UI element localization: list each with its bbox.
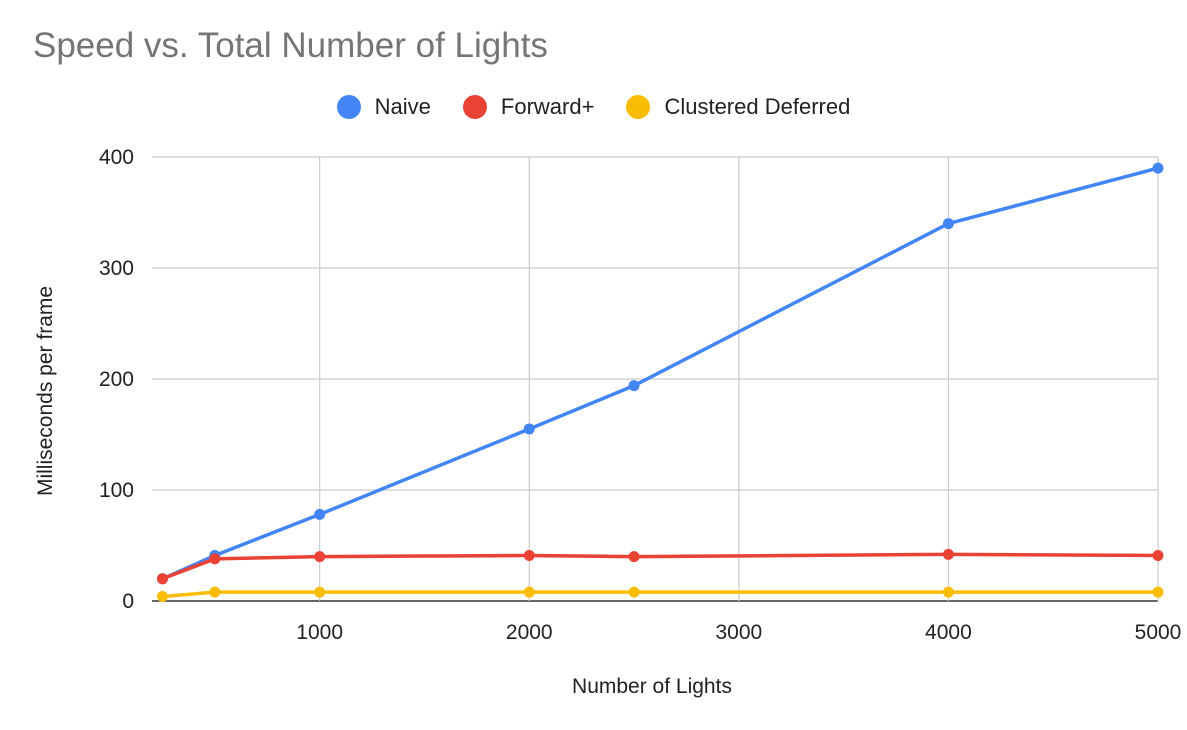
data-point-forward-plus[interactable] [628, 551, 640, 563]
data-point-clustered-deferred[interactable] [942, 586, 954, 598]
series-line-forward-plus [160, 552, 1160, 581]
series-line-naive [160, 166, 1160, 581]
legend-item-clustered-deferred[interactable]: Clustered Deferred [626, 92, 850, 122]
data-point-clustered-deferred[interactable] [314, 586, 326, 598]
x-tick-label: 4000 [925, 621, 972, 644]
data-point-naive[interactable] [314, 508, 326, 520]
x-tick-label: 1000 [296, 621, 343, 644]
x-tick-label: 3000 [715, 621, 762, 644]
y-tick-label: 100 [99, 479, 134, 502]
data-point-clustered-deferred[interactable] [523, 586, 535, 598]
data-point-forward-plus[interactable] [942, 548, 954, 560]
legend-label-clustered-deferred: Clustered Deferred [664, 94, 851, 119]
chart-title: Speed vs. Total Number of Lights [33, 26, 548, 65]
data-point-forward-plus[interactable] [314, 551, 326, 563]
legend-swatch-clustered-deferred [626, 95, 651, 119]
legend-item-naive[interactable]: Naive [336, 92, 431, 122]
data-point-naive[interactable] [942, 218, 954, 230]
data-point-naive[interactable] [1152, 162, 1164, 174]
tick-labels: 0 100 200 300 400 1000 2000 3000 4000 5000 [99, 146, 1181, 644]
gridlines [152, 156, 1159, 602]
y-tick-label: 0 [122, 590, 134, 613]
x-tick-label: 2000 [506, 621, 553, 644]
series-lines [156, 162, 1164, 603]
data-point-forward-plus[interactable] [209, 553, 221, 565]
legend-swatch-naive [336, 95, 361, 119]
legend: Naive Forward+ Clustered Deferred [0, 92, 1187, 122]
data-point-forward-plus[interactable] [1152, 549, 1164, 561]
legend-label-naive: Naive [374, 94, 431, 119]
y-axis-title: Milliseconds per frame [34, 286, 57, 496]
data-point-clustered-deferred[interactable] [628, 586, 640, 598]
legend-label-forward-plus: Forward+ [500, 94, 595, 119]
data-point-clustered-deferred[interactable] [1152, 586, 1164, 598]
legend-item-forward-plus[interactable]: Forward+ [462, 92, 595, 122]
data-point-forward-plus[interactable] [523, 549, 535, 561]
legend-swatch-forward-plus [462, 95, 487, 119]
x-axis-title: Number of Lights [572, 675, 732, 698]
x-tick-label: 5000 [1135, 621, 1182, 644]
y-tick-label: 200 [99, 368, 134, 391]
y-tick-label: 400 [99, 146, 134, 169]
data-point-naive[interactable] [628, 380, 640, 392]
series-line-clustered-deferred [160, 590, 1160, 599]
y-tick-label: 300 [99, 257, 134, 280]
data-point-naive[interactable] [523, 423, 535, 435]
data-point-clustered-deferred[interactable] [209, 586, 221, 598]
data-point-forward-plus[interactable] [156, 573, 168, 585]
data-point-clustered-deferred[interactable] [156, 591, 168, 603]
